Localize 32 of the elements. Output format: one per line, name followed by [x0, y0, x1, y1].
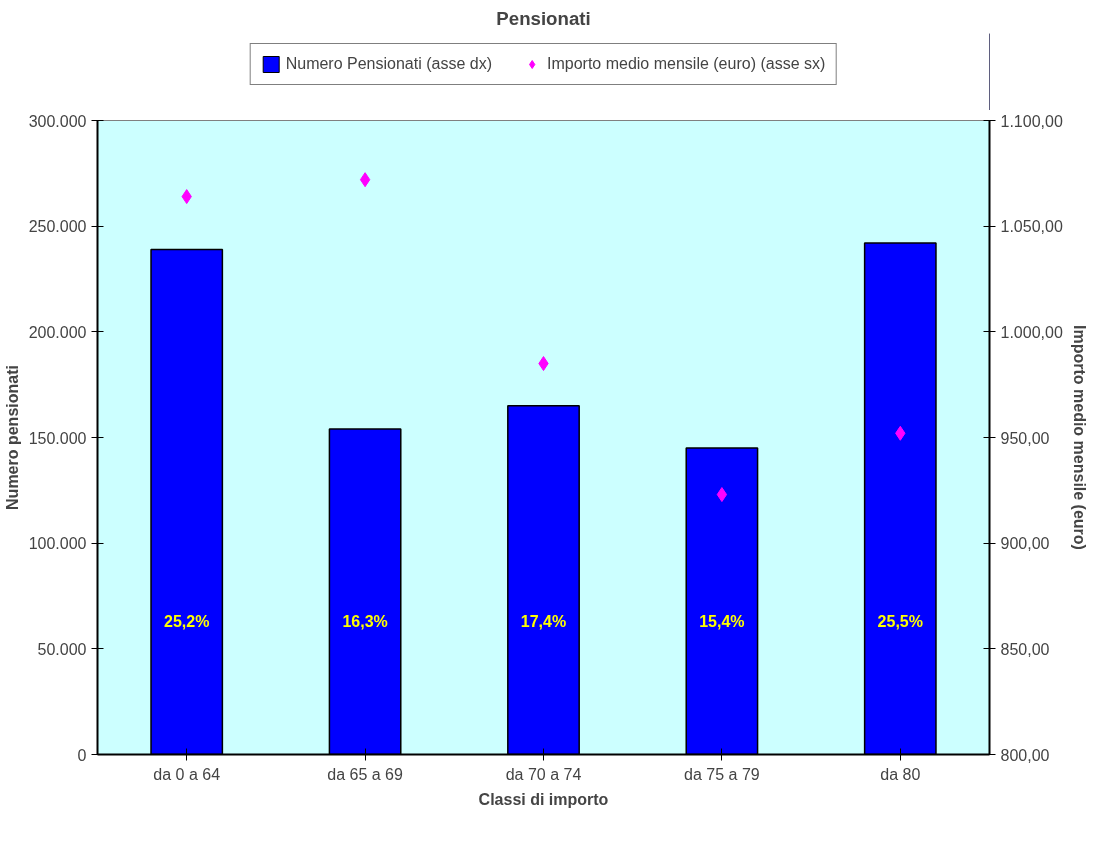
y-tick-label: 300.000 — [28, 112, 87, 130]
y2-tick-label: 1.050,00 — [1000, 218, 1063, 236]
x-tick-label: da 65 a 69 — [327, 765, 404, 783]
y2-tick-label: 900,00 — [1000, 535, 1050, 553]
y-tick-label: 100.000 — [28, 535, 87, 553]
legend-label: Numero Pensionati (asse dx) — [285, 55, 492, 73]
y-tick-label: 150.000 — [28, 429, 87, 447]
chart-title: Pensionati — [496, 7, 591, 29]
annotation: 25,2% — [164, 612, 210, 630]
point — [716, 487, 728, 503]
point — [359, 172, 371, 188]
y2-tick-label: 800,00 — [1000, 746, 1050, 764]
x-tick-label: da 75 a 79 — [684, 765, 760, 783]
annotation: 17,4% — [520, 612, 567, 630]
annotation: 15,4% — [699, 612, 745, 630]
y2-tick-label: 1.000,00 — [1000, 323, 1063, 341]
y2-axis-title: Importo medio mensile (euro) — [1070, 325, 1088, 550]
y2-tick-label: 1.100,00 — [1000, 112, 1063, 130]
x-axis-title: Classi di importo — [478, 790, 609, 808]
y-tick-label: 200.000 — [28, 323, 87, 341]
x-tick-label: da 80 — [880, 765, 921, 783]
y-tick-label: 50.000 — [37, 640, 87, 658]
y2-tick-label: 950,00 — [1000, 429, 1050, 447]
y-tick-label: 0 — [77, 746, 87, 764]
x-tick-label: da 70 a 74 — [505, 765, 582, 783]
legend-label: Importo medio mensile (euro) (asse sx) — [547, 55, 826, 73]
x-tick-label: da 0 a 64 — [153, 765, 221, 783]
annotation: 16,3% — [342, 612, 388, 630]
y2-tick-label: 850,00 — [1000, 640, 1050, 658]
y-tick-label: 250.000 — [28, 218, 87, 236]
annotation: 25,5% — [877, 612, 923, 630]
y-axis-title: Numero pensionati — [3, 365, 21, 510]
